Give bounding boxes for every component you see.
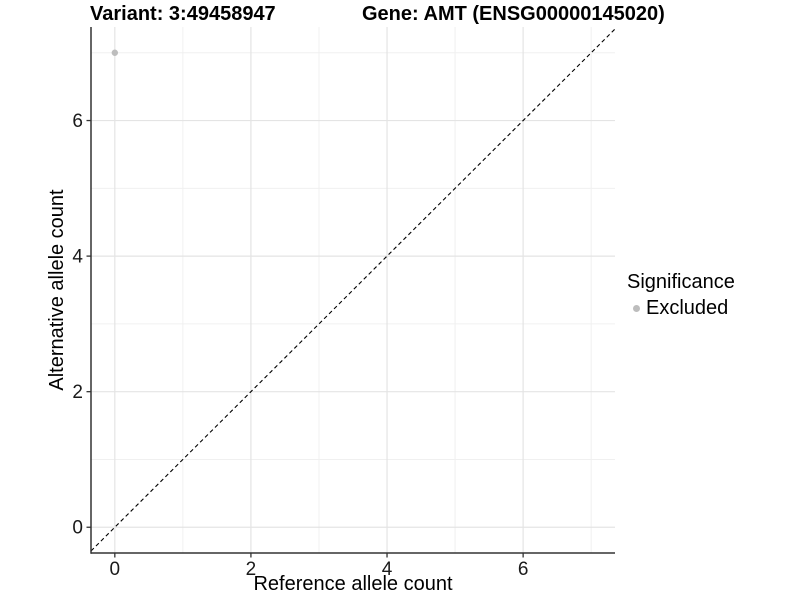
- x-tick-label: 4: [382, 559, 393, 580]
- y-tick-label: 0: [72, 518, 83, 539]
- x-tick-label: 0: [110, 559, 121, 580]
- legend-title: Significance: [627, 271, 735, 293]
- x-tick-label: 6: [518, 559, 529, 580]
- legend-point-icon: [633, 304, 640, 312]
- legend-item-excluded: Excluded: [627, 296, 735, 320]
- y-tick-label: 4: [72, 247, 83, 268]
- y-axis-title: Alternative allele count: [46, 189, 68, 391]
- legend-item-label: Excluded: [646, 297, 729, 319]
- x-tick-label: 2: [246, 559, 257, 580]
- data-point: [111, 49, 119, 56]
- x-axis-title: Reference allele count: [253, 573, 453, 595]
- legend: Significance Excluded: [627, 270, 735, 320]
- gene-title: Gene: AMT (ENSG00000145020): [362, 3, 665, 25]
- y-tick-label: 2: [72, 382, 83, 403]
- y-tick-label: 6: [72, 111, 83, 132]
- variant-title: Variant: 3:49458947: [90, 3, 276, 25]
- identity-line: [90, 28, 616, 552]
